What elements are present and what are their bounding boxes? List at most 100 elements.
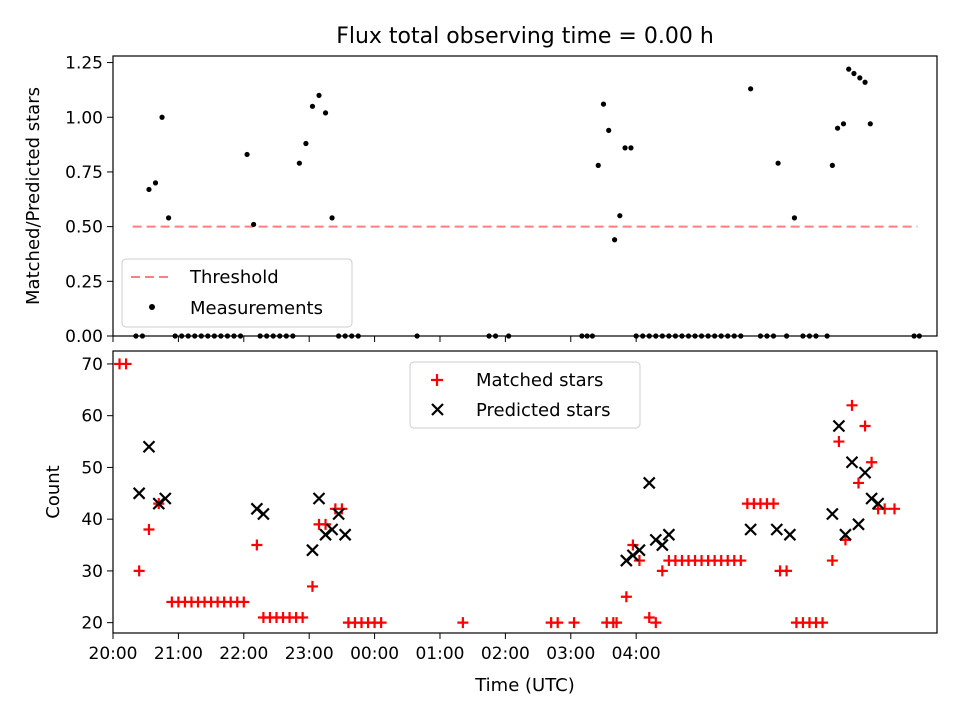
measurement-point xyxy=(867,121,873,127)
count-panel: 20 30 40 50 60 70 20:00 21:00 22:00 23:00 00:00 01… xyxy=(43,350,938,696)
matched-stars-point xyxy=(833,436,845,448)
count-x-tick-label: 00:00 xyxy=(350,644,399,664)
legend-matched-swatch xyxy=(431,374,443,386)
predicted-stars-point xyxy=(312,492,326,505)
ratio-panel: Flux total observing time = 0.00 h 0.00 0… xyxy=(23,24,938,347)
predicted-stars-point xyxy=(858,466,872,479)
measurement-point xyxy=(606,127,612,133)
matched-stars-point xyxy=(853,477,865,489)
matched-stars-point xyxy=(143,524,155,536)
matched-stars-point xyxy=(768,498,780,510)
count-y-tick-label: 30 xyxy=(81,562,103,582)
measurement-point xyxy=(791,215,798,221)
measurement-point xyxy=(851,70,857,77)
count-y-tick-label: 60 xyxy=(81,407,103,427)
predicted-stars-point xyxy=(159,492,172,505)
measurement-point xyxy=(316,92,322,98)
measurement-point xyxy=(303,140,309,147)
count-plot-frame xyxy=(112,350,938,634)
measurement-point xyxy=(322,110,329,116)
measurement-point xyxy=(329,215,335,221)
legend-matched-label: Matched stars xyxy=(476,370,603,391)
measurement-point xyxy=(244,151,250,158)
predicted-stars-point xyxy=(633,543,646,557)
predicted-stars-point xyxy=(839,528,852,541)
count-x-tick-label: 23:00 xyxy=(285,644,334,664)
matched-stars-point xyxy=(888,503,900,515)
measurement-point xyxy=(622,145,628,151)
matched-stars-point xyxy=(552,617,564,629)
matched-stars-point xyxy=(866,456,878,468)
matched-stars-point xyxy=(826,555,838,567)
count-x-tick-label: 01:00 xyxy=(415,644,464,664)
legend-threshold-label: Threshold xyxy=(189,267,279,288)
predicted-stars-point xyxy=(142,440,156,454)
measurement-point xyxy=(840,121,847,127)
predicted-stars-point xyxy=(306,543,319,557)
predicted-stars-point xyxy=(257,507,270,521)
measurement-point xyxy=(309,103,316,109)
ratio-legend-box xyxy=(121,258,353,328)
count-plot-area xyxy=(114,358,900,629)
matched-stars-point xyxy=(457,617,469,629)
measurement-point xyxy=(159,114,165,120)
measurement-point xyxy=(146,186,152,193)
count-legend-box xyxy=(409,361,641,429)
ratio-y-axis-label: Matched/Predicted stars xyxy=(23,87,44,305)
predicted-stars-point xyxy=(338,528,352,541)
matched-stars-point xyxy=(306,580,318,592)
count-x-axis-label: Time (UTC) xyxy=(474,675,575,696)
predicted-stars-point xyxy=(783,528,797,541)
ratio-x-axis xyxy=(112,336,637,342)
count-x-axis: 20:00 21:00 22:00 23:00 00:00 01:00 02:00 03:00… xyxy=(89,633,661,664)
matched-stars-point xyxy=(251,539,263,551)
ratio-plot-frame xyxy=(112,55,938,337)
count-x-tick-label: 21:00 xyxy=(154,644,203,664)
ratio-y-tick-label: 0.75 xyxy=(65,163,103,183)
measurement-point xyxy=(775,160,781,166)
predicted-stars-point xyxy=(325,523,339,536)
matched-stars-point xyxy=(611,617,623,629)
ratio-legend: Threshold Measurements xyxy=(121,258,353,328)
matched-stars-point xyxy=(568,617,580,629)
count-y-tick-label: 40 xyxy=(81,510,103,530)
ratio-y-tick-label: 1.00 xyxy=(65,108,103,128)
measurement-point xyxy=(251,221,257,228)
matched-stars-point xyxy=(238,596,250,608)
count-y-axis: 20 30 40 50 60 70 xyxy=(81,355,113,634)
measurement-point xyxy=(846,66,852,72)
ratio-y-tick-label: 0.25 xyxy=(65,272,103,292)
predicted-stars-point xyxy=(656,538,669,552)
ratio-y-tick-label: 0.50 xyxy=(65,218,103,238)
measurement-point xyxy=(595,162,601,168)
ratio-y-axis: 0.00 0.25 0.50 0.75 1.00 1.25 xyxy=(65,54,113,347)
measurement-point xyxy=(829,162,835,168)
matched-stars-point xyxy=(643,611,655,623)
measurement-point xyxy=(611,237,618,243)
legend-predicted-label: Predicted stars xyxy=(476,400,610,421)
count-y-tick-label: 20 xyxy=(81,614,103,634)
measurement-point xyxy=(834,125,841,131)
count-y-axis-label: Count xyxy=(43,465,64,518)
ratio-y-tick-label: 0.00 xyxy=(65,327,103,347)
matched-stars-point xyxy=(133,565,145,577)
measurement-point xyxy=(165,215,172,221)
count-y-tick-label: 70 xyxy=(81,355,103,375)
predicted-stars-point xyxy=(132,487,146,500)
matched-stars-point xyxy=(627,539,639,551)
count-y-tick-label: 50 xyxy=(81,458,103,478)
matched-stars-point xyxy=(375,617,387,629)
legend-measurements-swatch xyxy=(149,304,155,310)
matched-stars-point xyxy=(620,591,632,603)
count-x-tick-label: 03:00 xyxy=(546,644,595,664)
predicted-stars-point xyxy=(662,528,676,541)
predicted-stars-point xyxy=(845,455,859,469)
predicted-stars-point xyxy=(871,497,885,510)
count-x-tick-label: 04:00 xyxy=(612,644,661,664)
chart-title: Flux total observing time = 0.00 h xyxy=(336,24,714,49)
matched-stars-point xyxy=(633,555,645,567)
count-x-tick-label: 20:00 xyxy=(89,644,138,664)
count-x-tick-label: 02:00 xyxy=(481,644,530,664)
measurement-point xyxy=(862,79,868,85)
